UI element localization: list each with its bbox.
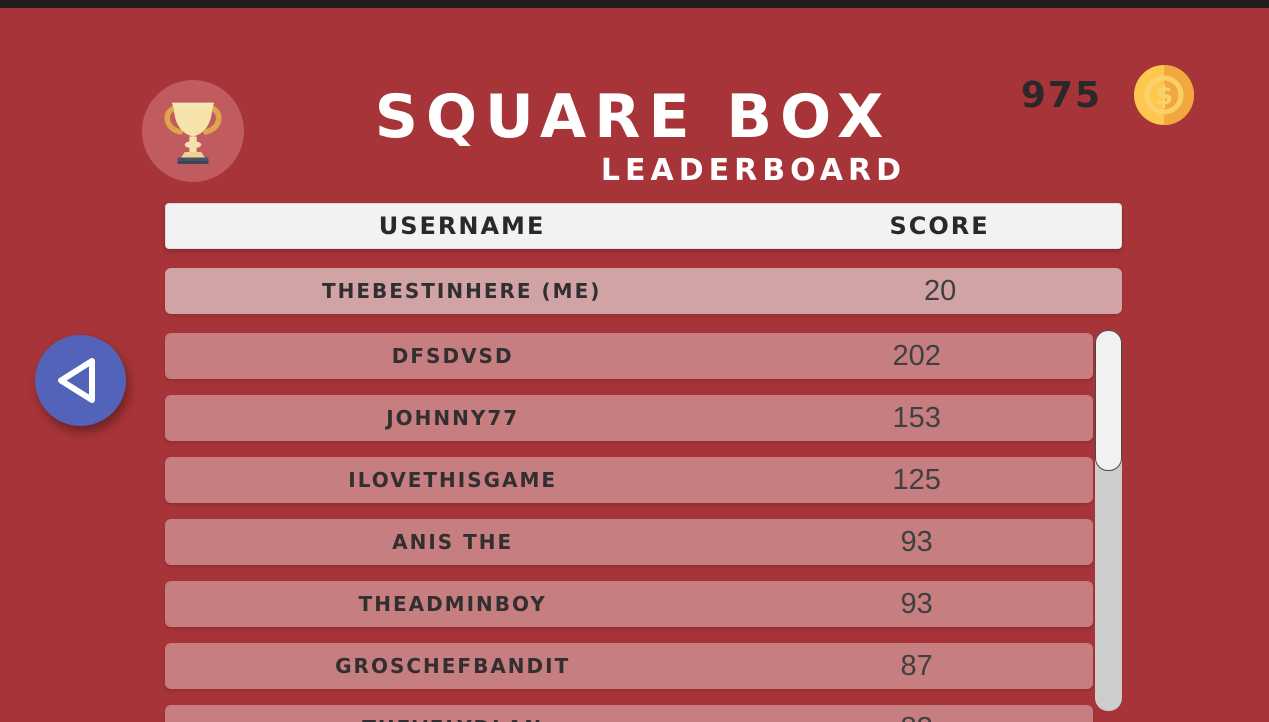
- leaderboard-row: THEADMINBOY 93: [165, 581, 1093, 627]
- trophy-icon: [164, 102, 222, 164]
- scrollbar-thumb[interactable]: [1095, 330, 1122, 471]
- svg-text:$: $: [1155, 81, 1173, 111]
- username-cell: GROSCHEFBANDIT: [335, 654, 571, 678]
- username-cell: ANIS THE: [392, 530, 514, 554]
- back-button[interactable]: [35, 335, 126, 426]
- score-cell: 125: [892, 463, 941, 496]
- username-cell: THEBESTINHERE (ME): [321, 279, 602, 303]
- leaderboard-row: ILOVETHISGAME 125: [165, 457, 1093, 503]
- username-cell: JOHNNY77: [386, 406, 520, 430]
- coin-icon: $: [1134, 65, 1194, 125]
- title-block: SQUARE BOX LEADERBOARD: [350, 82, 916, 189]
- coin-counter: 975 $: [1021, 64, 1194, 126]
- username-column-header: USERNAME: [378, 212, 546, 240]
- leaderboard-scroll-area[interactable]: DFSDVSD 202 JOHNNY77 153 ILOVETHISGAME 1…: [165, 333, 1093, 722]
- score-cell: 93: [900, 587, 933, 620]
- top-bar: [0, 0, 1269, 8]
- score-cell: 20: [924, 274, 957, 307]
- page-subtitle: LEADERBOARD: [600, 153, 906, 188]
- coin-count: 975: [1020, 74, 1102, 116]
- username-cell: ILOVETHISGAME: [348, 468, 558, 492]
- score-cell: 87: [900, 649, 933, 682]
- score-column-header: SCORE: [889, 212, 990, 240]
- leaderboard: USERNAME SCORE THEBESTINHERE (ME) 20 DFS…: [165, 203, 1122, 722]
- scrollbar[interactable]: [1095, 330, 1122, 711]
- leaderboard-row: JOHNNY77 153: [165, 395, 1093, 441]
- username-cell: DFSDVSD: [391, 344, 514, 368]
- score-cell: 202: [892, 339, 941, 372]
- username-cell: THEADMINBOY: [358, 592, 547, 616]
- leaderboard-row: ANIS THE 93: [165, 519, 1093, 565]
- leaderboard-row: GROSCHEFBANDIT 87: [165, 643, 1093, 689]
- score-cell: 82: [740, 712, 1093, 722]
- leaderboard-header: USERNAME SCORE: [165, 203, 1122, 249]
- trophy-badge: [142, 80, 244, 182]
- username-cell: THEVELYDLAN: [165, 716, 740, 722]
- back-arrow-icon: [58, 358, 95, 403]
- page-title: SQUARE BOX: [374, 82, 892, 152]
- score-cell: 93: [900, 525, 933, 558]
- leaderboard-row-me: THEBESTINHERE (ME) 20: [165, 268, 1122, 314]
- leaderboard-row: DFSDVSD 202: [165, 333, 1093, 379]
- score-cell: 153: [892, 401, 941, 434]
- leaderboard-row: THEVELYDLAN 82: [165, 705, 1093, 722]
